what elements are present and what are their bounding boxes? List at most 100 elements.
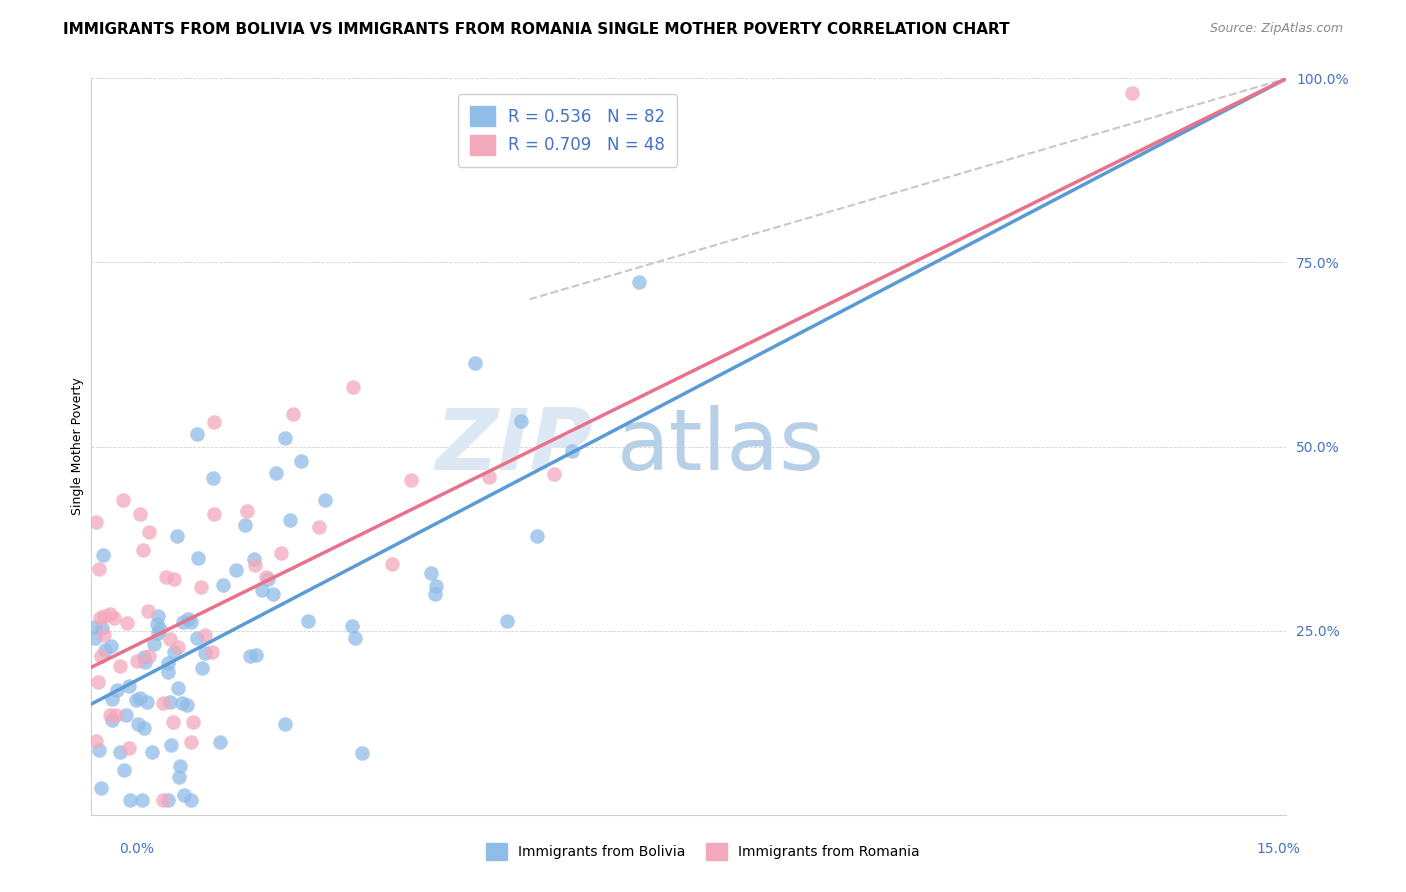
Point <box>103 611 125 625</box>
Point <box>136 696 159 710</box>
Point <box>169 771 191 785</box>
Point <box>166 529 188 543</box>
Point <box>142 637 165 651</box>
Point <box>420 566 443 580</box>
Point <box>156 656 179 670</box>
Point <box>183 714 205 729</box>
Point <box>105 682 128 697</box>
Point <box>87 743 110 757</box>
Point <box>200 645 222 659</box>
Point <box>224 563 246 577</box>
Point <box>84 734 107 748</box>
Point <box>172 615 194 629</box>
Legend: Immigrants from Bolivia, Immigrants from Romania: Immigrants from Bolivia, Immigrants from… <box>481 838 925 865</box>
Point <box>250 583 273 598</box>
Point <box>177 612 200 626</box>
Point <box>89 611 111 625</box>
Point <box>157 665 180 680</box>
Point <box>194 628 217 642</box>
Point <box>134 650 156 665</box>
Point <box>170 697 193 711</box>
Point <box>297 614 319 628</box>
Point <box>191 661 214 675</box>
Point <box>180 734 202 748</box>
Point <box>245 558 267 573</box>
Text: Source: ZipAtlas.com: Source: ZipAtlas.com <box>1209 22 1343 36</box>
Point <box>344 631 367 645</box>
Point <box>278 513 301 527</box>
Point <box>464 356 486 370</box>
Point <box>257 573 280 587</box>
Point <box>98 607 121 622</box>
Text: atlas: atlas <box>617 405 825 488</box>
Point <box>145 617 167 632</box>
Point <box>264 466 287 480</box>
Point <box>208 735 231 749</box>
Point <box>152 696 174 710</box>
Point <box>146 609 169 624</box>
Point <box>340 619 363 633</box>
Point <box>104 708 127 723</box>
Point <box>254 569 277 583</box>
Point <box>478 470 501 484</box>
Point <box>627 275 650 289</box>
Point <box>425 587 447 601</box>
Point <box>110 658 132 673</box>
Point <box>159 694 181 708</box>
Point <box>194 647 217 661</box>
Point <box>1121 87 1143 101</box>
Y-axis label: Single Mother Poverty: Single Mother Poverty <box>72 377 84 516</box>
Point <box>157 793 180 807</box>
Point <box>180 615 202 629</box>
Point <box>526 529 548 543</box>
Legend: R = 0.536   N = 82, R = 0.709   N = 48: R = 0.536 N = 82, R = 0.709 N = 48 <box>458 95 676 167</box>
Point <box>314 492 336 507</box>
Point <box>290 454 312 468</box>
Point <box>134 721 156 735</box>
Point <box>149 623 172 637</box>
Point <box>129 691 152 706</box>
Point <box>496 614 519 628</box>
Point <box>111 492 134 507</box>
Point <box>243 551 266 566</box>
Point <box>262 587 284 601</box>
Point <box>90 621 112 635</box>
Point <box>118 679 141 693</box>
Point <box>131 793 153 807</box>
Point <box>202 471 225 485</box>
Text: IMMIGRANTS FROM BOLIVIA VS IMMIGRANTS FROM ROMANIA SINGLE MOTHER POVERTY CORRELA: IMMIGRANTS FROM BOLIVIA VS IMMIGRANTS FR… <box>63 22 1010 37</box>
Point <box>89 649 111 664</box>
Point <box>274 717 297 731</box>
Point <box>167 640 190 654</box>
Point <box>141 745 163 759</box>
Point <box>93 628 115 642</box>
Point <box>510 414 533 428</box>
Text: 0.0%: 0.0% <box>120 842 155 856</box>
Point <box>176 698 198 712</box>
Point <box>173 788 195 802</box>
Point <box>115 615 138 630</box>
Point <box>180 793 202 807</box>
Point <box>101 713 124 727</box>
Point <box>190 580 212 594</box>
Point <box>134 655 156 669</box>
Point <box>146 625 169 640</box>
Point <box>112 763 135 777</box>
Point <box>166 681 188 695</box>
Point <box>100 692 122 706</box>
Point <box>163 572 186 586</box>
Point <box>87 561 110 575</box>
Point <box>118 793 141 807</box>
Point <box>125 693 148 707</box>
Point <box>211 578 233 592</box>
Point <box>131 543 153 558</box>
Point <box>84 631 107 645</box>
Point <box>235 504 257 518</box>
Point <box>84 620 107 634</box>
Point <box>155 570 177 584</box>
Point <box>94 643 117 657</box>
Point <box>233 518 256 533</box>
Point <box>281 407 304 421</box>
Point <box>186 426 208 441</box>
Point <box>169 759 191 773</box>
